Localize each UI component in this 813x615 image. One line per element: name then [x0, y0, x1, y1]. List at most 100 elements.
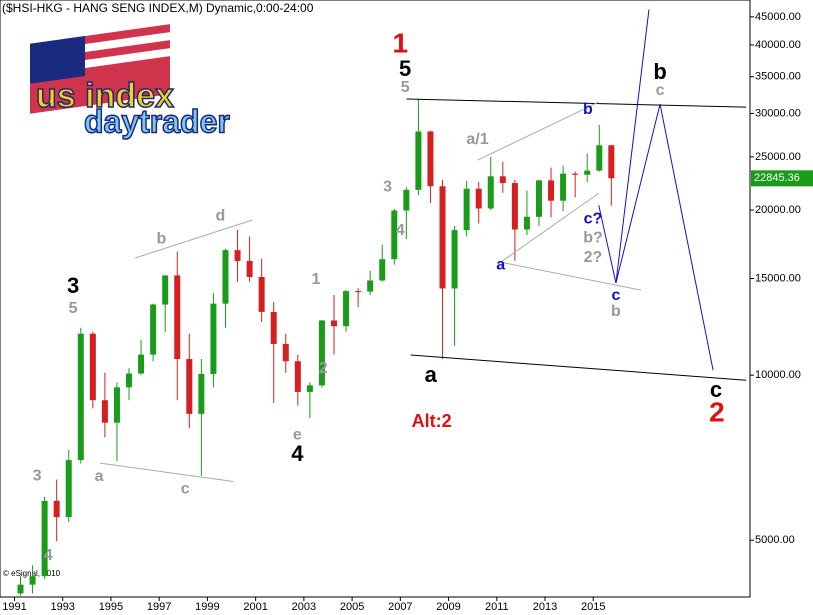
y-tick-label: 25000.00 [755, 151, 801, 163]
wave-label: 1 [311, 271, 320, 288]
candle-body [403, 189, 410, 211]
wave-label: 2 [319, 360, 328, 377]
last-value-label: 22845.36 [754, 172, 800, 184]
x-tick-label: 2009 [436, 601, 460, 613]
candle-body [77, 333, 84, 461]
trend-line [477, 101, 600, 161]
candle-body [596, 145, 603, 171]
trend-line [406, 98, 747, 108]
candle-body [65, 460, 72, 518]
candle-body [282, 343, 289, 362]
logo-text: daytrader [84, 103, 230, 139]
y-tick-label: 10000.00 [755, 369, 801, 381]
candle-body [379, 259, 386, 281]
y-tick-label: 5000.00 [755, 534, 795, 546]
wave-label: b [653, 59, 666, 84]
wave-label: b [583, 101, 593, 118]
candle-body [306, 385, 313, 392]
candle-body [572, 173, 579, 175]
x-tick-label: 1995 [99, 601, 123, 613]
candle-body [17, 584, 24, 594]
wave-label: b? [583, 229, 603, 246]
candle-body [246, 260, 253, 277]
x-tick-label: 2013 [533, 601, 557, 613]
candle-body [138, 354, 145, 374]
x-tick-label: 1999 [195, 601, 219, 613]
candle-body [355, 291, 362, 293]
candle-body [126, 373, 133, 388]
candle-body [475, 188, 482, 209]
candle-body [113, 387, 120, 423]
trend-line [500, 192, 600, 263]
candle-body [584, 170, 591, 175]
trend-line [134, 219, 253, 259]
wave-label: 5 [69, 300, 78, 317]
x-tick-label: 1997 [147, 601, 171, 613]
y-tick-label: 20000.00 [755, 204, 801, 216]
candle-body [294, 361, 301, 392]
candle-body [331, 320, 338, 327]
y-tick-label: 15000.00 [755, 272, 801, 284]
candle-body [511, 183, 518, 230]
candle-body [89, 333, 96, 401]
wave-label: 2 [709, 397, 725, 428]
wave-label: 5 [399, 56, 411, 81]
candle-body [391, 210, 398, 260]
candle-body [415, 131, 422, 190]
candle-body [439, 186, 446, 289]
candle-body [343, 291, 350, 327]
candle-body [53, 500, 60, 518]
wave-label: d [216, 207, 226, 224]
candle-body [608, 145, 615, 179]
x-tick-label: 1993 [50, 601, 74, 613]
y-tick-label: 40000.00 [755, 39, 801, 51]
candle-body [150, 304, 157, 355]
y-tick-label: 35000.00 [755, 71, 801, 83]
wave-label: 4 [396, 222, 405, 239]
trend-line [100, 462, 234, 482]
wave-label: b [611, 303, 621, 320]
logo: us index daytrader [30, 24, 231, 140]
candle-body [174, 275, 181, 360]
candle-body [487, 176, 494, 209]
candle-body [222, 250, 229, 304]
wave-label: a [496, 256, 505, 273]
wave-label: a/1 [466, 131, 488, 148]
copyright: © eSignal, 2010 [3, 569, 61, 578]
wave-label: 2? [584, 249, 603, 266]
x-tick-label: 2011 [485, 601, 509, 613]
candle-body [270, 311, 277, 344]
candle-body [186, 359, 193, 414]
x-tick-label: 2015 [581, 601, 605, 613]
x-tick-label: 2003 [292, 601, 316, 613]
wave-label: 3 [33, 468, 42, 485]
wave-label: c [656, 82, 665, 99]
candle-body [318, 320, 325, 386]
candle-body [523, 216, 530, 230]
candle-body [463, 188, 470, 231]
wave-label: a [425, 362, 438, 387]
x-tick-label: 1991 [2, 601, 26, 613]
wave-label: Alt:2 [412, 411, 452, 431]
trend-line [410, 354, 747, 381]
logo-text: us index [36, 77, 174, 115]
x-tick-label: 2007 [388, 601, 412, 613]
logo-canton [30, 36, 85, 84]
wave-label: 4 [291, 441, 304, 466]
candle-body [427, 131, 434, 187]
chart-title: ($HSI-HKG - HANG SENG INDEX,M) Dynamic,0… [2, 1, 314, 15]
candle-body [101, 400, 108, 423]
y-tick-label: 30000.00 [755, 107, 801, 119]
trend-line [500, 261, 642, 291]
wave-label: 3 [383, 178, 392, 195]
wave-label: c [611, 287, 620, 304]
candle-body [535, 180, 542, 217]
wave-label: e [293, 426, 302, 443]
wave-label: a [95, 468, 104, 485]
wave-label: c [710, 377, 722, 402]
wave-label: 5 [401, 79, 410, 96]
candle-body [367, 280, 374, 292]
candle-body [210, 303, 217, 374]
